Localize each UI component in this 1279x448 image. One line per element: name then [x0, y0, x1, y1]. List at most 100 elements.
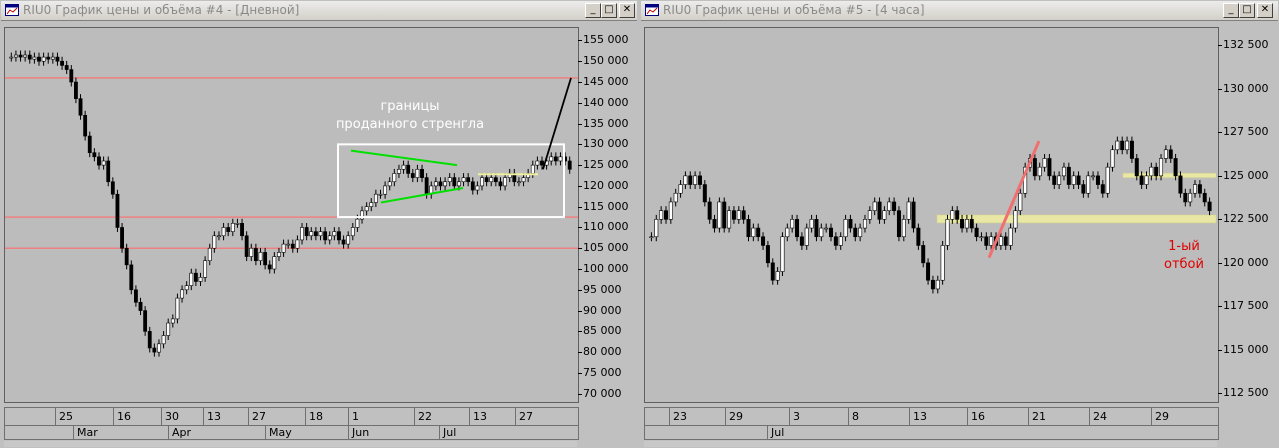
y-tick-label: 155 000 [583, 33, 629, 47]
candle [1173, 153, 1178, 181]
y-tick-mark [578, 40, 582, 42]
candle [110, 177, 115, 199]
y-tick-label: 120 000 [1223, 255, 1269, 269]
close-button[interactable]: ✕ [1257, 3, 1273, 18]
candle [853, 223, 858, 242]
chart-window-4h: RIU0 График цены и объёма #5 - [4 часа] … [640, 0, 1279, 448]
candle [678, 180, 683, 198]
4h-price-plot[interactable]: 1-ый отбой [644, 27, 1219, 403]
candle [337, 227, 341, 245]
candle [969, 214, 974, 233]
y-tick-mark [1218, 393, 1222, 395]
candle [369, 198, 374, 212]
candle [741, 206, 746, 224]
y-tick-label: 150 000 [583, 54, 629, 68]
candle [378, 189, 383, 199]
close-button[interactable]: ✕ [619, 3, 635, 18]
candle [512, 168, 517, 187]
candle [940, 240, 945, 285]
candle [960, 214, 965, 233]
axis-separator [967, 408, 968, 426]
axis-separator [73, 426, 74, 439]
candle [32, 52, 37, 64]
candle [97, 152, 101, 170]
axis-separator [248, 408, 249, 426]
candle [1197, 180, 1202, 198]
candle [1183, 188, 1188, 207]
candle [415, 164, 420, 183]
y-tick-mark [578, 61, 582, 63]
candle [1008, 223, 1013, 250]
candle [693, 171, 698, 190]
daily-candles-svg [5, 50, 578, 357]
candle [829, 223, 834, 242]
maximize-button[interactable]: □ [601, 3, 617, 18]
candle [115, 189, 120, 232]
candle [668, 197, 673, 224]
candle [498, 177, 503, 191]
candle [341, 235, 346, 249]
triangle-upper-line [350, 149, 458, 167]
window-titlebar[interactable]: RIU0 График цены и объёма #5 - [4 часа] … [641, 1, 1278, 21]
axis-separator [305, 408, 306, 426]
candle [814, 214, 819, 242]
y-tick-label: 100 000 [583, 262, 629, 276]
candle [23, 50, 28, 62]
axis-separator [55, 408, 56, 426]
candle [401, 160, 406, 174]
candle [263, 247, 268, 270]
candle [438, 177, 443, 191]
month-label: Jun [352, 426, 370, 439]
y-tick-label: 70 000 [583, 386, 622, 400]
candle [207, 243, 212, 266]
candle [926, 258, 931, 285]
candle [1032, 153, 1037, 181]
candle [896, 206, 901, 242]
candle [230, 218, 235, 237]
candle [50, 52, 55, 64]
minimize-button[interactable]: _ [1223, 3, 1239, 18]
y-tick-mark [578, 393, 582, 395]
candle [475, 181, 480, 195]
candle [318, 227, 323, 241]
x-tick-label: 22 [418, 410, 432, 423]
daily-price-plot[interactable]: границы проданного стренгла [4, 27, 579, 403]
candle [1018, 188, 1023, 216]
x-tick-label: 3 [793, 410, 800, 423]
x-tick-label: 13 [913, 410, 927, 423]
y-tick-label: 110 000 [583, 220, 629, 234]
candle [470, 177, 475, 195]
candle [1120, 136, 1125, 155]
minimize-button[interactable]: _ [585, 3, 601, 18]
x-tick-label: 27 [519, 410, 533, 423]
y-tick-mark [1218, 219, 1222, 221]
y-tick-mark [578, 144, 582, 146]
candle [489, 173, 494, 187]
y-tick-label: 105 000 [583, 241, 629, 255]
candle [37, 52, 41, 66]
4h-scrollbar[interactable] [644, 441, 1217, 447]
candle [484, 173, 489, 187]
candle [654, 214, 659, 242]
candle [1168, 145, 1173, 163]
candle [848, 214, 853, 233]
maximize-button[interactable]: □ [1239, 3, 1255, 18]
y-tick-mark [578, 185, 582, 187]
axis-separator [1028, 408, 1029, 426]
candle [323, 227, 328, 245]
y-tick-label: 130 000 [583, 137, 629, 151]
candle [1066, 162, 1071, 190]
candle [833, 232, 838, 250]
y-tick-mark [1218, 262, 1222, 264]
candle [373, 189, 378, 208]
candle [87, 131, 92, 158]
candle [1149, 162, 1154, 181]
price-zone-band [936, 214, 1217, 224]
candle [673, 188, 678, 207]
candle [406, 160, 411, 178]
y-tick-label: 90 000 [583, 303, 622, 317]
window-titlebar[interactable]: RIU0 График цены и объёма #4 - [Дневной]… [1, 1, 637, 21]
daily-scrollbar[interactable] [4, 441, 577, 447]
candle [101, 156, 106, 170]
candle [138, 297, 143, 316]
